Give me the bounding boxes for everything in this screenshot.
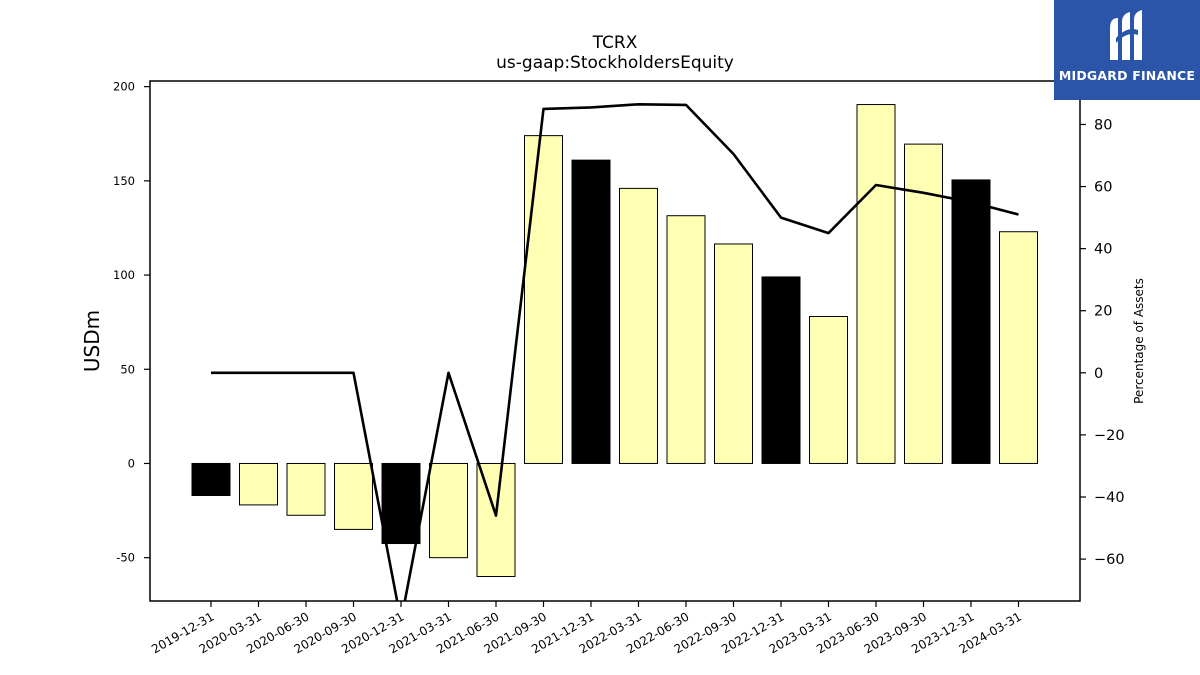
y2-tick-label: 80: [1094, 117, 1112, 133]
y-tick-label: 150: [113, 174, 135, 188]
bar-2020-09-30: [334, 462, 373, 530]
bar-2020-12-31: [381, 462, 421, 545]
y2-axis-label: Percentage of Assets: [1132, 278, 1146, 404]
y-axis-label: USDm: [80, 310, 104, 372]
plot-frame: [149, 80, 1081, 602]
bar-2021-03-31: [429, 462, 468, 559]
y-tick-label: 50: [120, 362, 135, 376]
bar-group: [191, 104, 1038, 578]
bar-2024-03-31: [999, 231, 1038, 464]
bar-2023-12-31: [951, 179, 991, 464]
y-tick-label: 200: [113, 80, 135, 94]
bar-2022-12-31: [761, 276, 801, 464]
chart-title: TCRX: [592, 33, 638, 53]
y-tick-label: 100: [113, 268, 135, 282]
bar-2020-03-31: [239, 462, 278, 506]
bar-2022-03-31: [619, 187, 658, 464]
bar-2023-09-30: [904, 143, 943, 464]
y-tick-label: 0: [128, 456, 135, 470]
series-line: [211, 103, 1019, 601]
bar-2020-06-30: [286, 462, 326, 516]
y2-tick-label: −20: [1094, 428, 1125, 444]
y2-tick-label: 40: [1094, 242, 1112, 258]
logo-text: MIDGARD FINANCE: [1058, 68, 1196, 83]
bar-2021-06-30: [476, 462, 516, 578]
bar-2019-12-31: [191, 462, 231, 496]
y2-tick-label: 60: [1094, 180, 1112, 196]
line-layer: [211, 103, 1019, 601]
y-tick-label: -50: [116, 551, 135, 565]
bar-2022-09-30: [714, 243, 753, 464]
logo-mark-icon: [1110, 10, 1142, 60]
bar-2023-06-30: [856, 104, 896, 464]
y2-tick-label: −60: [1094, 552, 1125, 568]
company-logo: MIDGARD FINANCE: [1054, 0, 1200, 100]
x-axis: 2019-12-312020-03-312020-06-302020-09-30…: [149, 601, 1024, 656]
bar-2022-06-30: [666, 215, 706, 464]
y2-tick-label: −40: [1094, 490, 1125, 506]
y-axis: -50 0 50 100 150 200: [113, 80, 150, 565]
y2-tick-label: 0: [1094, 366, 1103, 382]
bar-2023-03-31: [809, 316, 848, 464]
bar-2021-09-30: [524, 135, 563, 464]
bar-2021-12-31: [571, 159, 611, 464]
chart-subtitle: us-gaap:StockholdersEquity: [496, 53, 734, 73]
y2-tick-label: 20: [1094, 304, 1112, 320]
y2-axis: −60 −40 −20 0 20 40 60 80: [1080, 117, 1125, 568]
